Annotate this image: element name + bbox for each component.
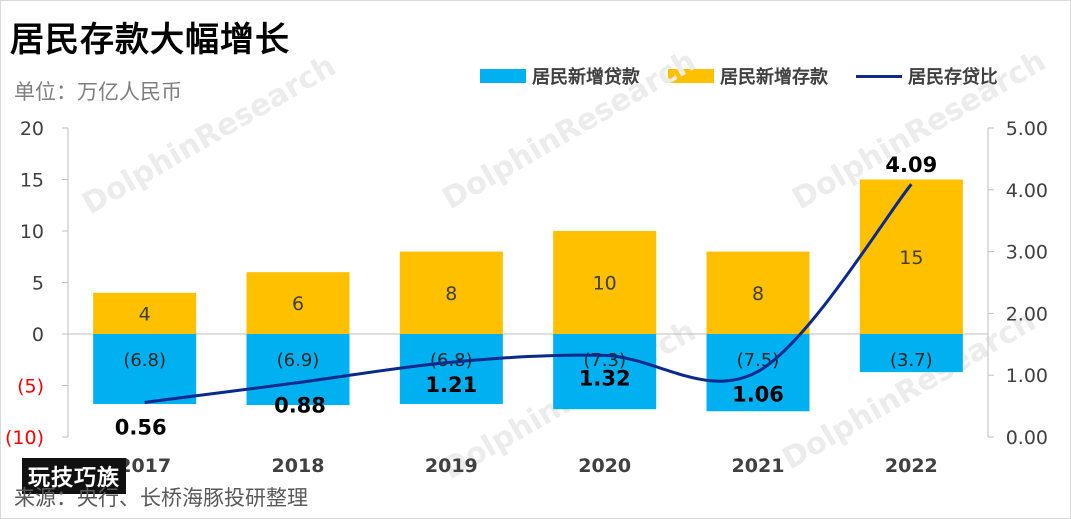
legend-label-loans: 居民新增贷款 xyxy=(532,67,640,88)
legend-item-ratio: 居民存贷比 xyxy=(856,63,998,89)
y-left-tick-label-6: (10) xyxy=(5,427,44,449)
y-right-tick-label-2: 3.00 xyxy=(1006,242,1048,264)
y-right-tick-label-1: 4.00 xyxy=(1006,180,1048,202)
x-tick-label-2018: 2018 xyxy=(272,455,325,477)
data-label-deposits-2021: 8 xyxy=(752,283,764,305)
x-tick-label-2017: 2017 xyxy=(118,455,171,477)
y-left-tick-label-0: 20 xyxy=(20,118,44,140)
x-tick-label-2020: 2020 xyxy=(578,455,631,477)
x-tick-label-2022: 2022 xyxy=(885,455,938,477)
x-tick-label-2021: 2021 xyxy=(732,455,785,477)
bar-loans-2020 xyxy=(553,334,657,410)
chart-title: 居民存款大幅增长 xyxy=(10,20,290,60)
data-label-loans-2019: (6.8) xyxy=(430,350,473,371)
x-tick-label-2019: 2019 xyxy=(425,455,478,477)
bar-deposits-2019 xyxy=(399,251,503,334)
legend-label-ratio: 居民存贷比 xyxy=(908,67,998,88)
data-label-ratio-2020: 1.32 xyxy=(579,366,631,390)
watermark-0: DolphinResearch xyxy=(77,49,342,222)
data-label-deposits-2019: 8 xyxy=(445,283,457,305)
data-label-deposits-2018: 6 xyxy=(292,293,304,315)
data-label-ratio-2017: 0.56 xyxy=(115,415,167,439)
source-note: 来源：央行、长桥海豚投研整理 xyxy=(14,486,308,510)
legend: 居民新增贷款 居民新增存款 居民存贷比 xyxy=(480,64,1026,88)
watermark-1: DolphinResearch xyxy=(437,44,702,217)
bar-loans-2022 xyxy=(859,334,963,373)
badge-logo: 玩技巧族 xyxy=(22,458,127,494)
legend-item-loans: 居民新增贷款 xyxy=(480,63,640,89)
data-label-deposits-2017: 4 xyxy=(139,303,151,325)
y-left-tick-label-3: 5 xyxy=(32,273,44,295)
data-label-deposits-2020: 10 xyxy=(593,273,617,295)
legend-item-deposits: 居民新增存款 xyxy=(668,63,828,89)
data-label-ratio-2019: 1.21 xyxy=(425,373,477,397)
y-left-tick-label-5: (5) xyxy=(17,376,44,398)
data-label-loans-2017: (6.8) xyxy=(123,350,166,371)
y-right-tick-label-5: 0.00 xyxy=(1006,427,1048,449)
bar-deposits-2022 xyxy=(859,179,963,334)
legend-label-deposits: 居民新增存款 xyxy=(720,67,828,88)
data-label-ratio-2018: 0.88 xyxy=(274,394,326,418)
y-left-tick-label-2: 10 xyxy=(20,221,44,243)
unit-label: 单位：万亿人民币 xyxy=(14,80,182,104)
series-line-ratio xyxy=(144,183,913,404)
bar-loans-2017 xyxy=(93,334,197,405)
bar-deposits-2018 xyxy=(246,272,350,334)
bar-deposits-2021 xyxy=(706,251,810,334)
data-label-loans-2018: (6.9) xyxy=(277,350,320,371)
y-right-tick-label-4: 1.00 xyxy=(1006,365,1048,387)
bar-loans-2019 xyxy=(399,334,503,405)
bar-loans-2018 xyxy=(246,334,350,406)
data-label-loans-2022: (3.7) xyxy=(890,350,933,371)
data-label-deposits-2022: 15 xyxy=(899,247,923,269)
y-right-tick-label-0: 5.00 xyxy=(1006,118,1048,140)
y-right-tick-label-3: 2.00 xyxy=(1006,303,1048,325)
legend-swatch-ratio xyxy=(856,74,902,78)
data-label-ratio-2021: 1.06 xyxy=(732,382,784,406)
legend-swatch-deposits xyxy=(668,69,714,83)
y-left-tick-label-1: 15 xyxy=(20,170,44,192)
data-label-ratio-2022: 4.09 xyxy=(885,153,937,177)
y-left-tick-label-4: 0 xyxy=(32,324,44,346)
legend-swatch-loans xyxy=(480,69,526,83)
bar-deposits-2020 xyxy=(553,231,657,334)
bar-deposits-2017 xyxy=(93,292,197,334)
